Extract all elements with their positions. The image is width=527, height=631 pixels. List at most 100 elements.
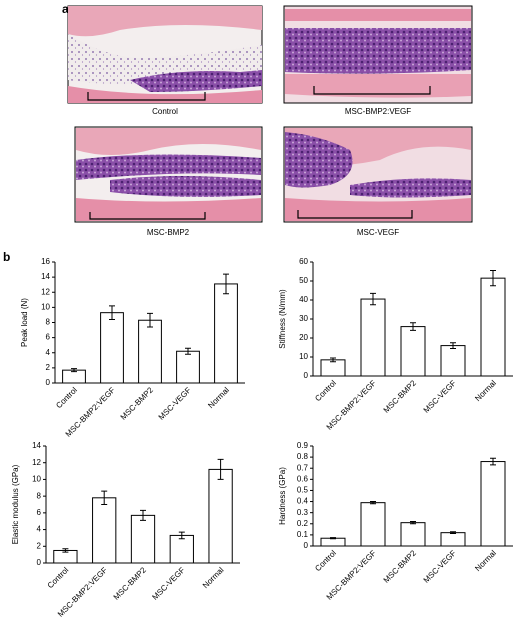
bar xyxy=(400,522,426,547)
bar xyxy=(208,468,233,564)
bar xyxy=(320,359,346,377)
x-tick-label: MSC-BMP2 xyxy=(112,565,149,602)
error-bar xyxy=(450,342,456,349)
y-tick-label: 0 xyxy=(46,378,51,387)
bar xyxy=(320,537,346,547)
y-tick-label: 0.9 xyxy=(297,441,309,450)
y-tick-label: 20 xyxy=(299,333,308,342)
y-tick-label: 8 xyxy=(37,491,42,500)
y-tick-label: 12 xyxy=(41,287,50,296)
x-tick-label: Normal xyxy=(473,548,498,573)
x-tick-label: MSC-VEGF xyxy=(150,565,186,601)
bar xyxy=(100,312,124,384)
y-tick-label: 0 xyxy=(304,371,309,380)
x-tick-label: MSC-VEGF xyxy=(422,378,458,414)
error-bar xyxy=(178,531,185,540)
error-bar xyxy=(185,347,191,355)
y-tick-label: 8 xyxy=(46,318,51,327)
y-tick-label: 0.5 xyxy=(297,486,309,495)
y-tick-label: 0.8 xyxy=(297,452,309,461)
y-tick-label: 0 xyxy=(37,558,42,567)
image-caption: Control xyxy=(152,107,178,116)
error-bar xyxy=(217,458,224,480)
bar xyxy=(480,277,506,377)
y-tick-label: 10 xyxy=(41,302,50,311)
panel-label: a xyxy=(62,2,69,16)
error-bar xyxy=(147,312,153,328)
bar xyxy=(480,461,506,547)
error-bar xyxy=(410,322,416,331)
x-tick-label: MSC-BMP2 xyxy=(119,385,156,422)
error-bar xyxy=(62,548,69,553)
y-tick-label: 4 xyxy=(37,525,42,534)
histology-image xyxy=(74,126,263,223)
x-tick-label: Normal xyxy=(473,378,498,403)
y-tick-label: 0.7 xyxy=(297,463,309,472)
bar xyxy=(400,326,426,377)
y-axis-label: Elastic modulus (GPa) xyxy=(11,464,20,544)
x-tick-label: Normal xyxy=(206,385,231,410)
error-bar xyxy=(370,501,376,505)
error-bar xyxy=(140,509,146,521)
bar xyxy=(360,298,386,377)
y-tick-label: 0.2 xyxy=(297,519,309,528)
bar xyxy=(130,514,156,564)
y-tick-label: 10 xyxy=(32,475,41,484)
error-bar xyxy=(330,357,336,363)
error-bar xyxy=(109,305,115,320)
histology-image xyxy=(67,5,263,104)
image-caption: MSC-VEGF xyxy=(357,228,399,237)
y-axis-label: Stiffness (N/mm) xyxy=(278,289,287,349)
y-tick-label: 12 xyxy=(32,458,41,467)
y-tick-label: 40 xyxy=(299,295,308,304)
y-tick-label: 6 xyxy=(37,508,42,517)
error-bar xyxy=(490,270,496,287)
x-tick-label: Control xyxy=(313,548,338,573)
y-tick-label: 4 xyxy=(46,348,51,357)
y-tick-label: 6 xyxy=(46,333,51,342)
error-bar xyxy=(71,368,77,373)
error-bar xyxy=(450,531,456,535)
x-tick-label: MSC-VEGF xyxy=(157,385,193,421)
error-bar xyxy=(490,457,496,466)
image-caption: MSC-BMP2:VEGF xyxy=(345,107,411,116)
y-tick-label: 14 xyxy=(41,272,50,281)
error-bar xyxy=(101,490,108,505)
histology-image xyxy=(283,126,473,223)
y-tick-label: 2 xyxy=(37,541,42,550)
bar xyxy=(214,283,238,384)
x-tick-label: Normal xyxy=(201,565,226,590)
x-tick-label: MSC-BMP2 xyxy=(382,548,419,585)
bar xyxy=(92,497,117,564)
bar xyxy=(138,319,162,384)
y-tick-label: 0.1 xyxy=(297,530,309,539)
image-caption: MSC-BMP2 xyxy=(147,228,190,237)
x-tick-label: Control xyxy=(46,565,71,590)
x-tick-label: Control xyxy=(313,378,338,403)
x-tick-label: MSC-VEGF xyxy=(422,548,458,584)
error-bar xyxy=(370,292,376,306)
y-tick-label: 0.6 xyxy=(297,474,309,483)
bar xyxy=(176,350,200,384)
y-tick-label: 14 xyxy=(32,441,41,450)
panel-label: b xyxy=(3,250,10,264)
y-tick-label: 30 xyxy=(299,314,308,323)
y-tick-label: 0.4 xyxy=(297,497,309,506)
y-tick-label: 0 xyxy=(304,541,309,550)
x-tick-label: Control xyxy=(54,385,79,410)
y-tick-label: 0.3 xyxy=(297,508,309,517)
bar xyxy=(440,345,466,377)
error-bar xyxy=(330,537,336,540)
x-tick-label: MSC-BMP2 xyxy=(382,378,419,415)
y-tick-label: 10 xyxy=(299,352,308,361)
y-tick-label: 16 xyxy=(41,257,50,266)
y-axis-label: Peak load (N) xyxy=(20,298,29,347)
error-bar xyxy=(410,521,416,525)
histology-image xyxy=(283,5,473,104)
y-axis-label: Hardness (GPa) xyxy=(278,467,287,525)
bar xyxy=(440,532,466,547)
y-tick-label: 50 xyxy=(299,276,308,285)
error-bar xyxy=(223,273,229,295)
y-tick-label: 2 xyxy=(46,363,51,372)
bar xyxy=(169,534,194,564)
